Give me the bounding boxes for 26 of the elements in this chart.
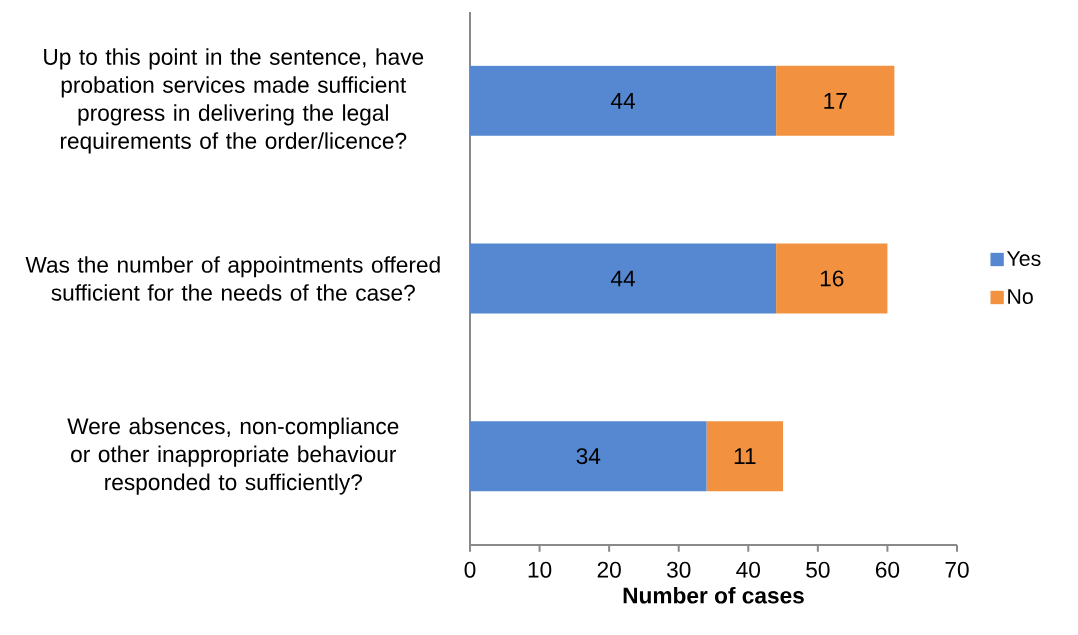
data-label: 16 (820, 270, 844, 287)
bar (776, 243, 888, 314)
bar (470, 65, 777, 136)
data-label: 17 (824, 93, 847, 109)
x-tick-label: 70 (945, 561, 969, 578)
bar (470, 243, 777, 314)
x-tick-label: 10 (528, 561, 552, 578)
bar (706, 421, 784, 492)
data-label: 44 (610, 93, 635, 109)
x-tick-label: 60 (875, 561, 900, 578)
x-tick-label: 20 (597, 561, 621, 578)
y-tick-label: Up to this point in the sentence, have probation services made sufficient progress in delivering the legal requirements of the order/licence? (44, 48, 424, 154)
x-tick-label: 30 (666, 561, 691, 578)
x-tick-label: 0 (464, 561, 476, 578)
y-tick-label: Was the number of appointments offered sufficient for the needs of the case? (25, 256, 440, 301)
x-tick-label: 40 (736, 561, 761, 578)
x-tick-label: 50 (806, 561, 830, 578)
y-tick-label: Were absences, non-compliance or other inappropriate behaviour responded to sufficiently? (67, 417, 399, 495)
legend-label: Yes (1006, 251, 1041, 267)
x-axis-title: Number of cases (623, 586, 804, 604)
data-label: 34 (576, 448, 601, 465)
bar (470, 421, 707, 492)
data-label: 11 (734, 448, 756, 464)
bar (776, 65, 895, 136)
legend-label: No (1008, 289, 1033, 305)
data-label: 44 (610, 270, 635, 287)
